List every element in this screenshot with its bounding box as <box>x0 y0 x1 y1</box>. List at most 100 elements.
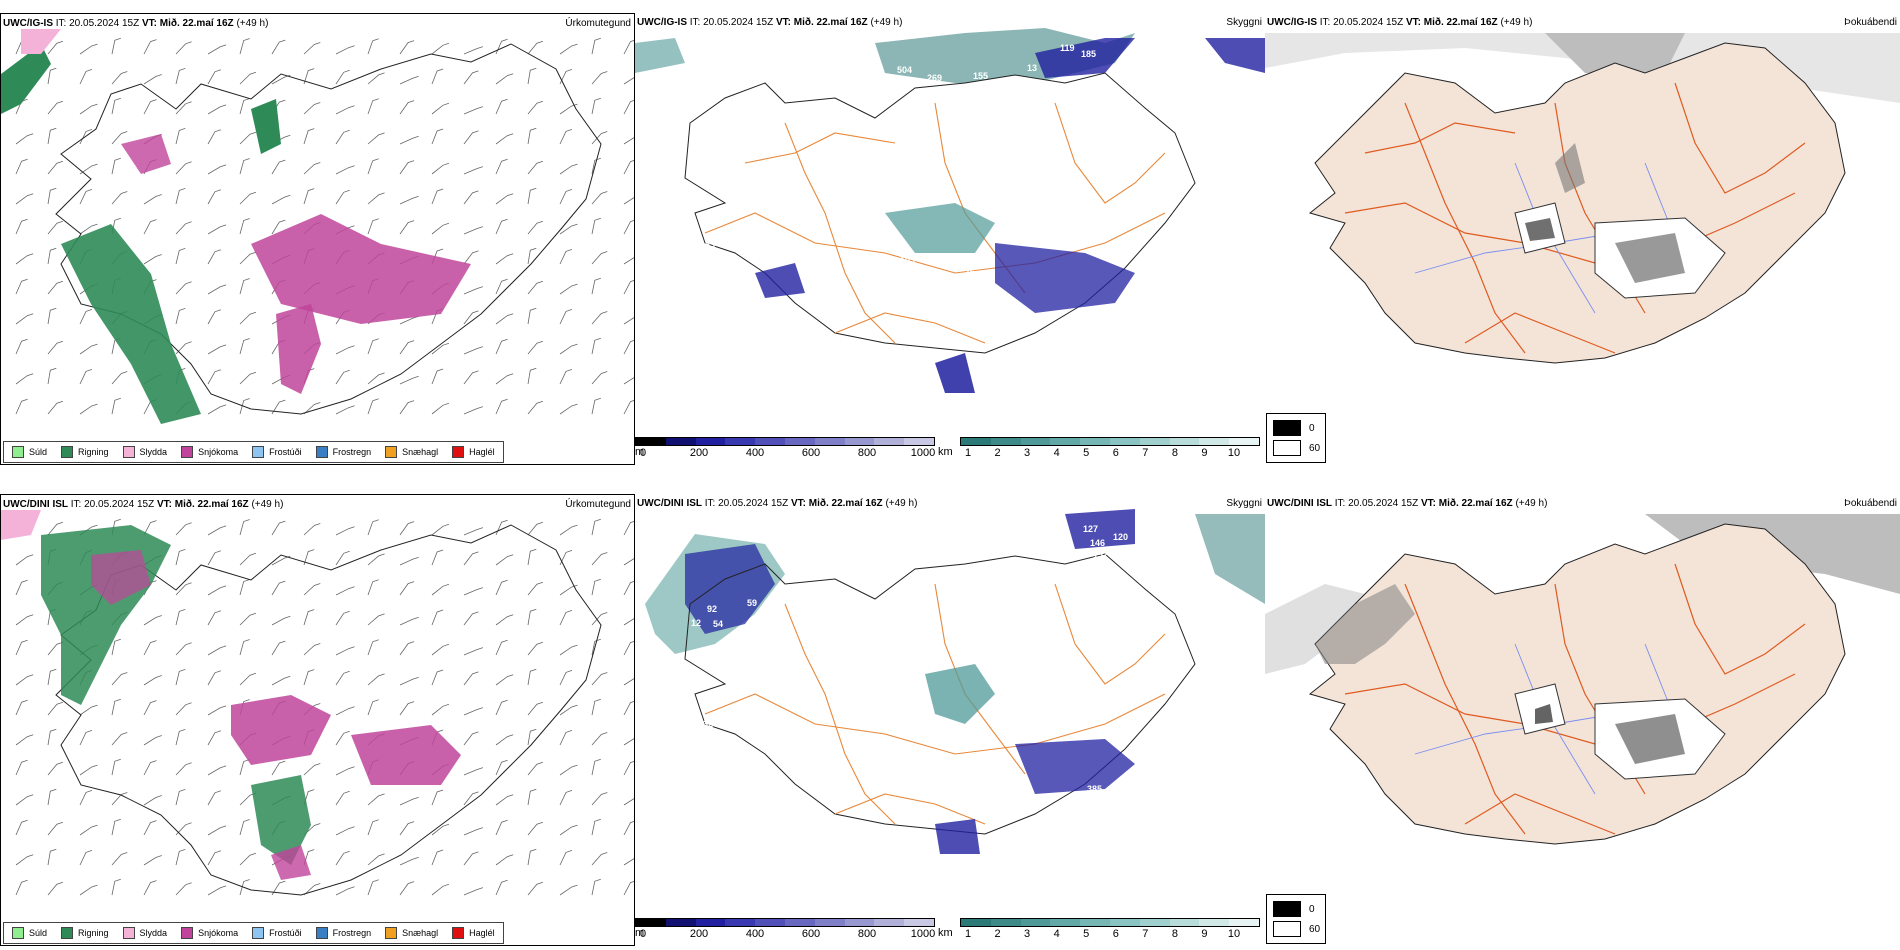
vis-peak-label: 40 <box>927 347 937 357</box>
valid-time: Mið. 22.maí 16Z <box>159 18 234 29</box>
visibility-panel-bottom: UWC/DINI ISL IT: 20.05.2024 15Z VT: Mið.… <box>635 494 1265 946</box>
vis-peak-label: 67 <box>779 550 789 560</box>
precip-legend-swatch <box>385 927 398 939</box>
vis-peak-label: 157 <box>1093 550 1108 560</box>
iceland-coastline <box>55 524 602 896</box>
lead-time: (+49 h) <box>885 498 918 509</box>
vis-peak-label: 72 <box>1030 315 1040 325</box>
vis-peak-label: 103 <box>900 255 915 265</box>
vis-peak-label: 56 <box>930 876 940 886</box>
visibility-panel-top: UWC/IG-IS IT: 20.05.2024 15Z VT: Mið. 22… <box>635 13 1265 465</box>
colorbar-tick-label: 0 <box>639 447 647 459</box>
colorbar-tick-label: 5 <box>1083 447 1090 459</box>
vis-peak-label: 76 <box>965 267 975 277</box>
precip-legend-label: Snæhagl <box>402 447 439 457</box>
colorbar-tick-label: 7 <box>1142 447 1149 459</box>
precip-legend-item: Frostregn <box>315 446 372 458</box>
precip-type-panel-top: UWC/IG-IS IT: 20.05.2024 15Z VT: Mið. 22… <box>0 13 635 465</box>
init-time: 20.05.2024 15Z <box>703 17 774 28</box>
model-name: UWC/IG-IS <box>3 18 53 29</box>
visibility-map: 504 269 155 119 185 13 53 103 188 109 76… <box>635 28 1265 395</box>
precip-legend-swatch <box>315 446 328 458</box>
colorbar-tick-label: 600 <box>801 928 821 940</box>
vis-peak-label: 155 <box>973 71 988 81</box>
colorbar-tick-label: 600 <box>801 447 821 459</box>
precip-legend-item: Slydda <box>122 927 167 939</box>
precip-legend-item: Súld <box>12 446 47 458</box>
visibility-m-colorbar: 0 200 400 600 800 1000 <box>635 437 935 459</box>
vis-peak-label: 119 <box>1060 43 1075 53</box>
fog-legend: 0 60 <box>1266 413 1326 463</box>
precip-legend-swatch <box>181 446 194 458</box>
precip-legend-label: Haglél <box>469 447 495 457</box>
vis-peak-label: 188 <box>940 257 955 267</box>
precip-legend-swatch <box>315 927 328 939</box>
colorbar-tick-label: 6 <box>1112 928 1119 940</box>
vis-peak-label: 109 <box>920 267 935 277</box>
colorbar-tick-label: 9 <box>1201 447 1208 459</box>
lead-time: (+49 h) <box>236 18 269 29</box>
colorbar-tick-label: 4 <box>1053 447 1060 459</box>
vis-peak-label: 54 <box>713 619 723 629</box>
precip-legend-item: Snæhagl <box>385 446 438 458</box>
precip-legend-label: Súld <box>29 447 48 457</box>
vis-peak-label: 12 <box>691 618 701 628</box>
colorbar-tick-label: 200 <box>689 447 709 459</box>
fog-map <box>1265 514 1900 845</box>
precip-legend-swatch <box>61 927 74 939</box>
colorbar-tick-label: 1 <box>964 447 972 459</box>
visibility-km-colorbar: 1 2 3 4 5 6 7 8 9 10 <box>960 437 1260 459</box>
model-name: UWC/DINI ISL <box>637 498 702 509</box>
panel-header: UWC/IG-IS IT: 20.05.2024 15Z VT: Mið. 22… <box>3 18 269 29</box>
vis-peak-label: 385 <box>1087 784 1102 794</box>
colorbar-tick-label: 400 <box>745 447 765 459</box>
vis-peak-label: 50 <box>867 756 877 766</box>
precip-legend-label: Súld <box>29 928 48 938</box>
precip-legend-swatch <box>12 446 24 458</box>
precip-legend-swatch <box>452 446 465 458</box>
colorbar-tick-label: 8 <box>1171 447 1178 459</box>
valid-time: Mið. 22.maí 16Z <box>174 499 249 510</box>
panel-title: Skyggni <box>1226 498 1262 509</box>
init-time: 20.05.2024 15Z <box>1333 17 1404 28</box>
panel-header: UWC/IG-IS IT: 20.05.2024 15Z VT: Mið. 22… <box>637 17 903 28</box>
vis-peak-label: 88 <box>793 343 803 353</box>
colorbar-tick-label: 3 <box>1024 928 1031 940</box>
precip-legend-item: Frostúði <box>252 446 302 458</box>
colorbar-tick-label: 200 <box>689 928 709 940</box>
precip-legend-item: Haglél <box>452 927 495 939</box>
km-unit-label: km <box>938 927 953 939</box>
precip-type-legend: Súld Rigning Slydda Snjókoma Frostúði Frostre… <box>3 441 504 463</box>
vis-peak-label: 13 <box>1027 63 1037 73</box>
lead-time: (+49 h) <box>251 499 284 510</box>
init-time: 20.05.2024 15Z <box>69 18 140 29</box>
colorbar-tick-label: 8 <box>1171 928 1178 940</box>
precip-legend-swatch <box>252 446 265 458</box>
init-time: 20.05.2024 15Z <box>84 499 155 510</box>
precip-legend-label: Slydda <box>139 447 168 457</box>
lead-time: (+49 h) <box>1515 498 1548 509</box>
precip-type-legend: Súld Rigning Slydda Snjókoma Frostúði Frostre… <box>3 922 504 944</box>
precip-legend-swatch <box>122 446 135 458</box>
init-time: 20.05.2024 15Z <box>1348 498 1419 509</box>
precip-legend-label: Frostregn <box>332 447 372 457</box>
colorbar-tick-label: 800 <box>857 928 877 940</box>
panel-title: Úrkomutegund <box>565 18 631 29</box>
precip-legend-swatch <box>452 927 465 939</box>
panel-header: UWC/DINI ISL IT: 20.05.2024 15Z VT: Mið.… <box>637 498 918 509</box>
colorbar-tick-label: 1000 <box>910 928 936 940</box>
precip-legend-label: Frostúði <box>269 928 302 938</box>
lead-time: (+49 h) <box>870 17 903 28</box>
colorbar-tick-label: 9 <box>1201 928 1208 940</box>
precip-legend-item: Rigning <box>61 927 109 939</box>
fog-legend-swatch <box>1273 420 1301 436</box>
panel-header: UWC/DINI ISL IT: 20.05.2024 15Z VT: Mið.… <box>1267 498 1548 509</box>
vis-peak-label: 13 <box>977 728 987 738</box>
vis-peak-label: 269 <box>927 73 942 83</box>
valid-time: Mið. 22.maí 16Z <box>1438 498 1513 509</box>
vis-peak-label: 59 <box>747 598 757 608</box>
km-unit-label: km <box>938 446 953 458</box>
vis-peak-label: 504 <box>897 65 912 75</box>
precip-legend-label: Snjókoma <box>198 447 239 457</box>
lead-time: (+49 h) <box>1500 17 1533 28</box>
